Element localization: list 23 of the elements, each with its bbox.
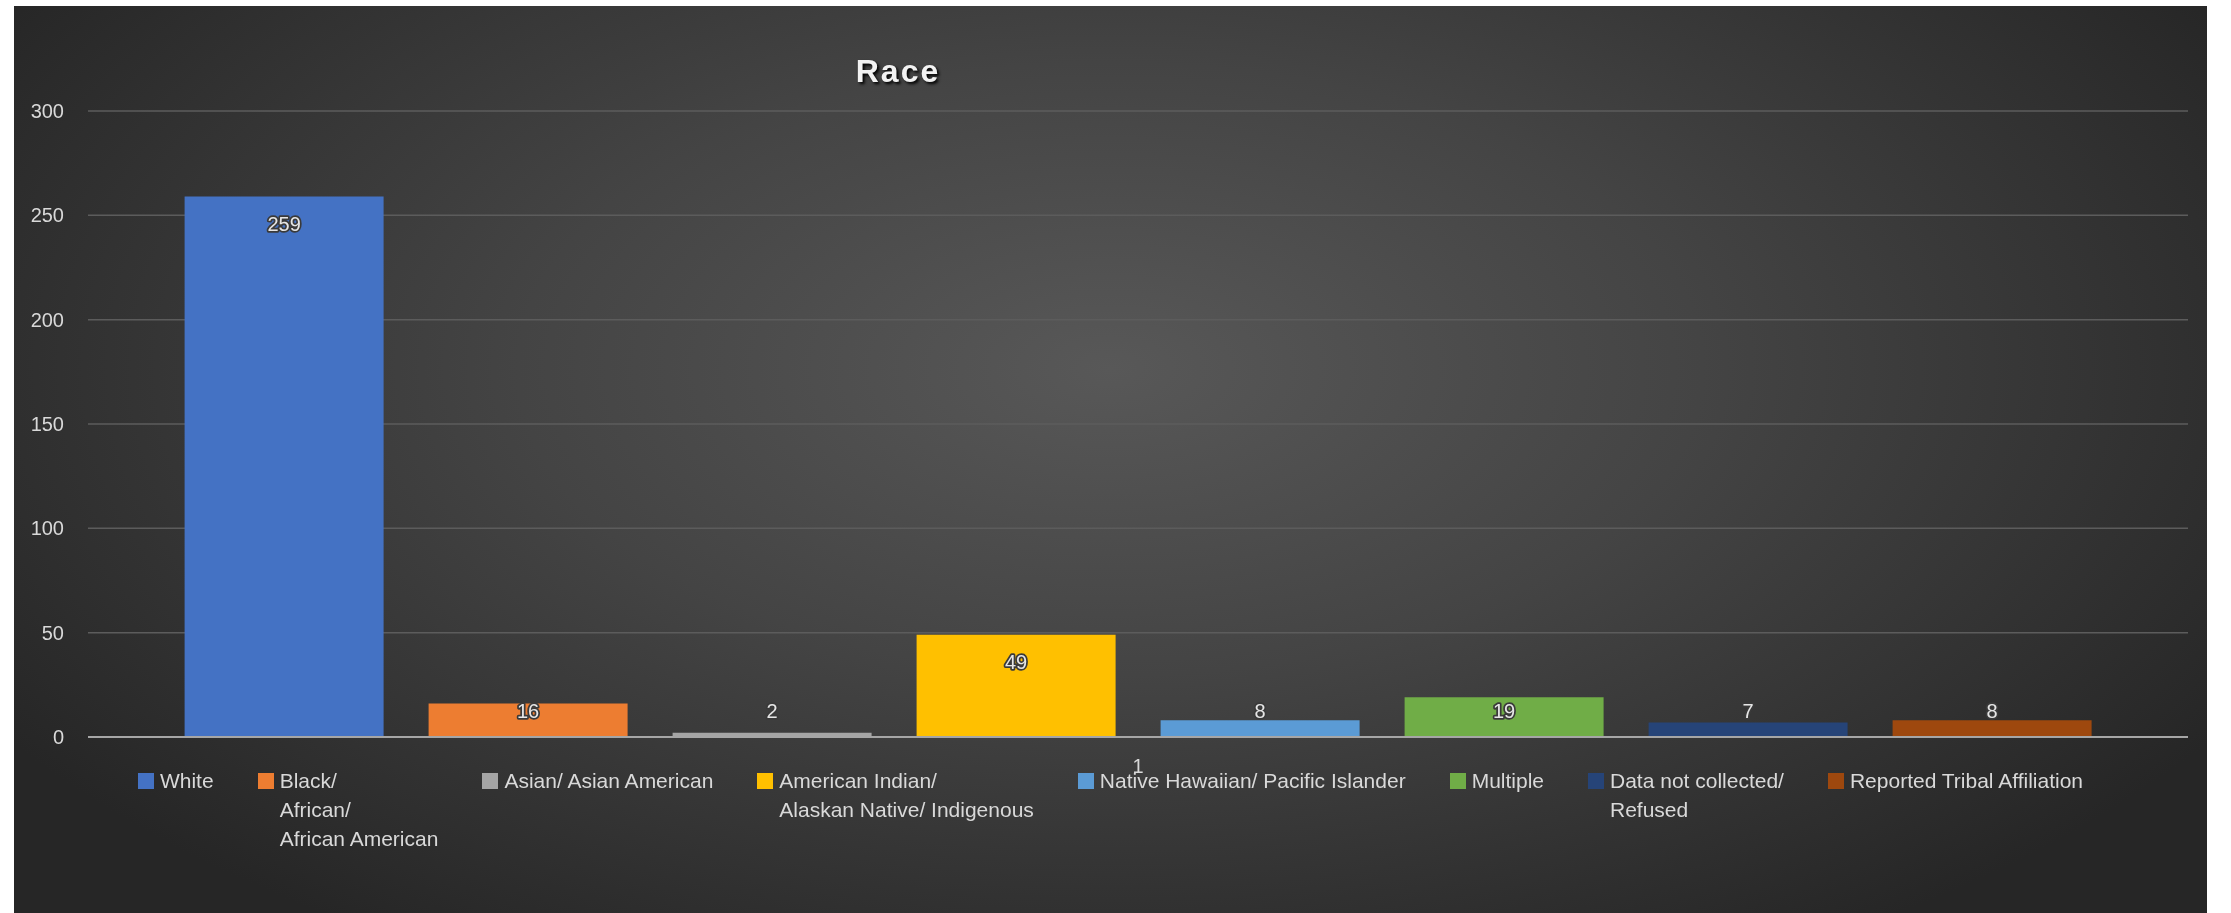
legend-label: Reported Tribal Affiliation: [1849, 768, 2084, 794]
legend-label: Multiple: [1471, 768, 1545, 794]
y-tick-label: 0: [52, 726, 64, 749]
y-tick-label: 300: [30, 100, 64, 123]
y-tick-label: 50: [41, 621, 64, 644]
legend-label: Asian/ Asian American: [504, 768, 714, 794]
data-label: 19: [1492, 700, 1516, 722]
data-label: 8: [1986, 700, 1998, 722]
chart-title: Race: [855, 53, 941, 90]
y-tick-label: 250: [30, 204, 64, 227]
y-tick-label: 100: [30, 517, 64, 540]
legend-label: Data not collected/ Refused: [1610, 768, 1784, 823]
data-label: 7: [1742, 700, 1754, 722]
data-label: 8: [1254, 700, 1266, 722]
data-label: 2: [766, 700, 778, 722]
y-tick-label: 150: [30, 413, 64, 436]
data-label: 259: [267, 212, 301, 235]
data-label: 49: [1004, 650, 1028, 673]
y-tick-label: 200: [30, 308, 64, 331]
legend-label: Black/ African/ African American: [279, 768, 439, 852]
legend-label: White: [159, 768, 214, 794]
data-label: 16: [516, 700, 540, 722]
legend-label: American Indian/ Alaskan Native/ Indigenous: [779, 768, 1034, 823]
